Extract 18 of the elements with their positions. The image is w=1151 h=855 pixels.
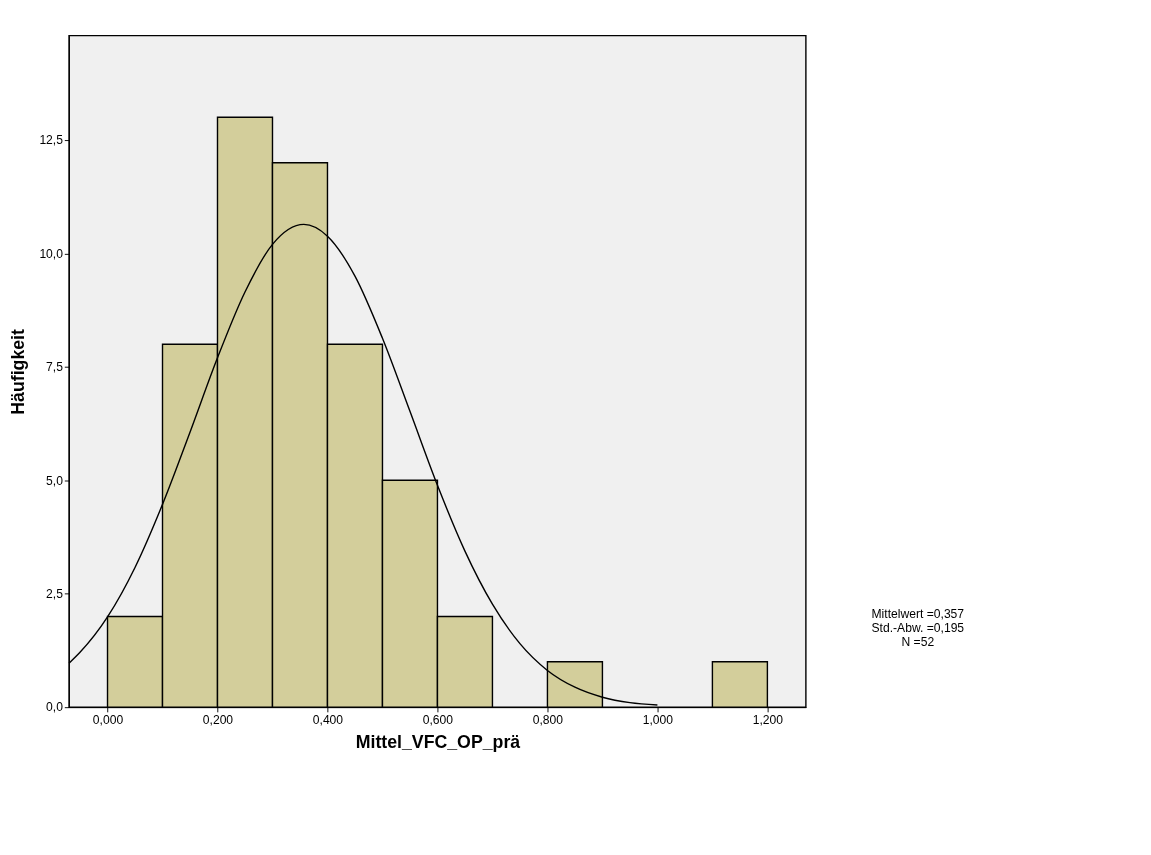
x-tick-label: 0,600 [422, 712, 454, 727]
x-tick-label: 0,400 [312, 712, 344, 727]
text: Std.-Abw. =0,195 [871, 620, 965, 635]
y-tick-label: 10,0 [39, 246, 64, 261]
x-tick-label: 0,200 [202, 712, 234, 727]
text: Mittelwert =0,357 [871, 606, 965, 621]
y-tick-label: 12,5 [39, 133, 64, 148]
x-tick-label: 0,000 [92, 712, 124, 727]
y-tick-label: 2,5 [46, 586, 64, 601]
x-tick-label: 0,800 [532, 712, 564, 727]
y-tick-label: 0,0 [46, 700, 64, 715]
y-tick-label: 7,5 [46, 360, 64, 375]
x-tick-label: 1,200 [752, 712, 784, 727]
y-axis-title: Häufigkeit [8, 328, 29, 415]
x-tick-label: 1,000 [642, 712, 674, 727]
y-tick-label: 5,0 [46, 473, 64, 488]
x-axis-title: Mittel_VFC_OP_prä [355, 731, 521, 752]
text: N =52 [901, 634, 935, 649]
